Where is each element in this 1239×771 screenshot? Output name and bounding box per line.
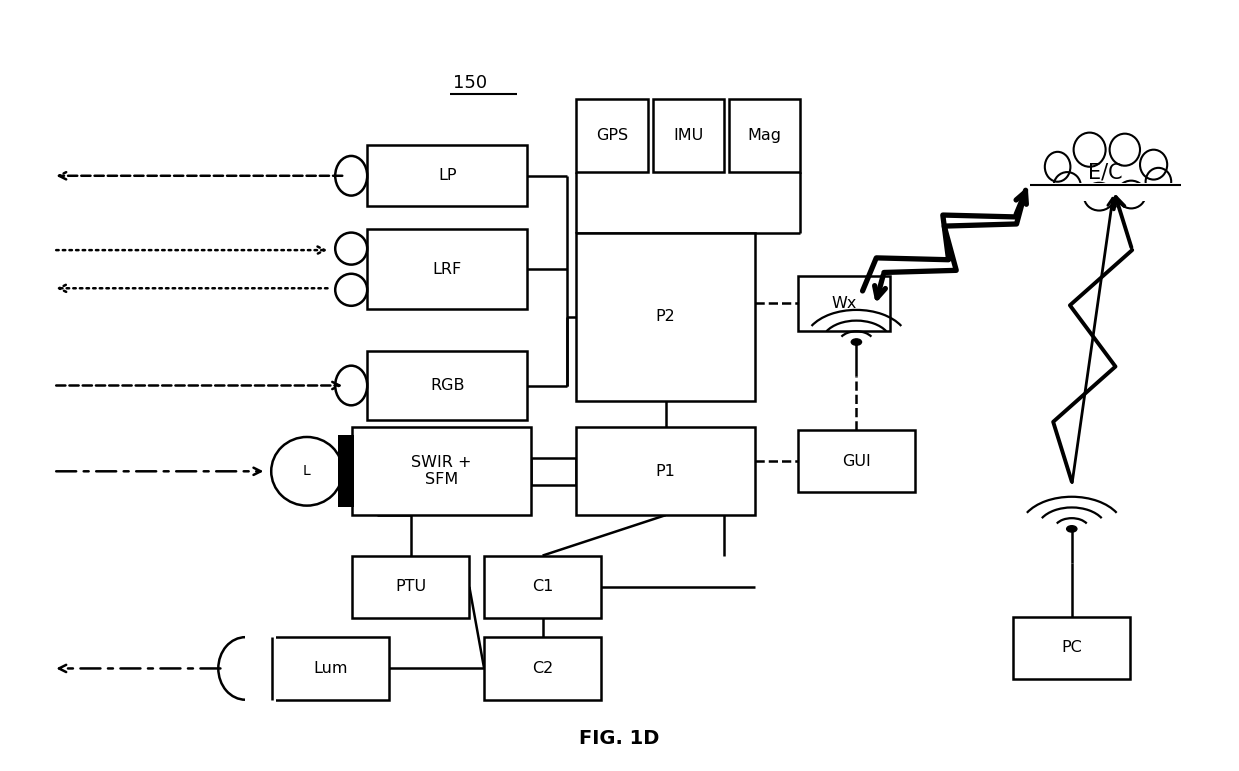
Ellipse shape xyxy=(218,637,273,700)
Bar xyxy=(576,233,755,401)
Text: L: L xyxy=(304,464,311,478)
Text: PTU: PTU xyxy=(395,579,426,594)
Bar xyxy=(484,637,601,700)
Text: IMU: IMU xyxy=(673,128,704,143)
Text: P2: P2 xyxy=(655,309,675,325)
Text: C2: C2 xyxy=(532,661,553,676)
Text: E/C: E/C xyxy=(1088,162,1123,182)
Ellipse shape xyxy=(271,437,343,506)
Text: RGB: RGB xyxy=(430,378,465,393)
Ellipse shape xyxy=(1074,133,1105,167)
Text: GUI: GUI xyxy=(843,453,871,469)
Ellipse shape xyxy=(1110,133,1140,166)
Ellipse shape xyxy=(1116,180,1146,208)
Ellipse shape xyxy=(336,274,367,306)
Ellipse shape xyxy=(336,156,367,196)
Bar xyxy=(367,229,528,309)
Bar xyxy=(273,637,389,700)
Bar xyxy=(352,427,530,515)
Bar xyxy=(798,429,914,492)
Text: P1: P1 xyxy=(655,464,675,479)
Bar xyxy=(245,634,276,703)
Ellipse shape xyxy=(1146,168,1171,196)
Bar xyxy=(1028,183,1182,201)
Text: 150: 150 xyxy=(453,74,487,92)
Bar xyxy=(352,556,470,618)
Text: Mag: Mag xyxy=(747,128,782,143)
Ellipse shape xyxy=(1084,183,1114,210)
Bar xyxy=(367,351,528,420)
Ellipse shape xyxy=(336,365,367,406)
Bar xyxy=(653,99,724,172)
Circle shape xyxy=(851,339,861,345)
Text: Wx: Wx xyxy=(831,295,857,311)
Bar xyxy=(798,276,891,331)
Text: C1: C1 xyxy=(532,579,554,594)
Text: LRF: LRF xyxy=(432,261,462,277)
Bar xyxy=(576,99,648,172)
Bar xyxy=(576,427,755,515)
Text: SWIR +
SFM: SWIR + SFM xyxy=(411,455,472,487)
Bar xyxy=(338,436,353,507)
Text: PC: PC xyxy=(1062,641,1082,655)
Bar xyxy=(729,99,800,172)
Bar xyxy=(1014,617,1130,679)
Circle shape xyxy=(1067,526,1077,532)
Ellipse shape xyxy=(1140,150,1167,180)
Text: GPS: GPS xyxy=(596,128,628,143)
Text: FIG. 1D: FIG. 1D xyxy=(580,729,659,748)
Text: Lum: Lum xyxy=(313,661,348,676)
Ellipse shape xyxy=(336,233,367,264)
Ellipse shape xyxy=(1044,152,1070,182)
Ellipse shape xyxy=(1053,172,1080,200)
Bar xyxy=(367,145,528,207)
Bar xyxy=(484,556,601,618)
Text: LP: LP xyxy=(437,168,456,183)
